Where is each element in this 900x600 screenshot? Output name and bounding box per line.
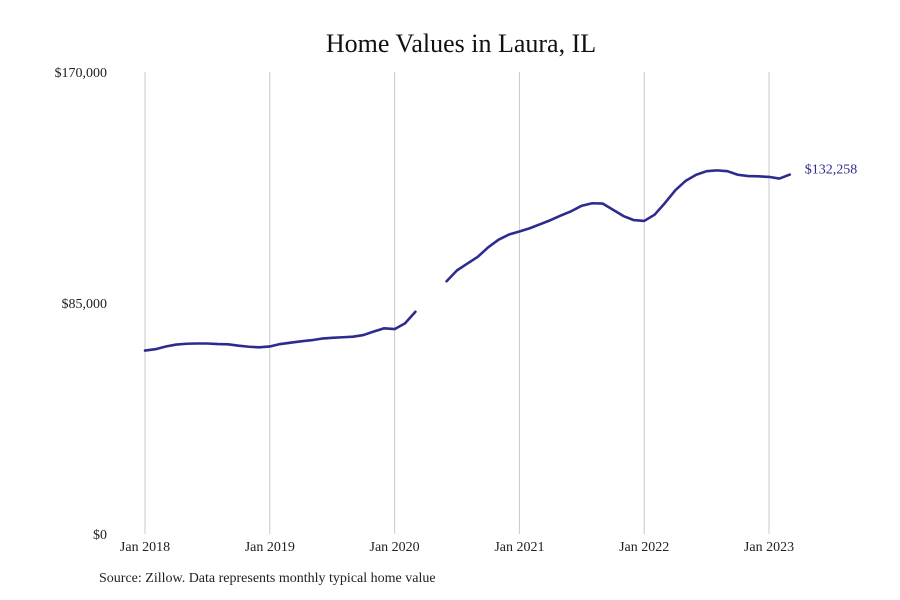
y-tick-label: $0	[93, 528, 107, 543]
y-axis-ticks: $0 $85,000 $170,000	[55, 66, 108, 543]
x-tick-label: Jan 2023	[744, 540, 794, 555]
y-tick-label: $85,000	[62, 297, 108, 312]
x-tick-label: Jan 2020	[370, 540, 420, 555]
grid-lines	[144, 72, 770, 534]
x-tick-label: Jan 2021	[494, 540, 544, 555]
x-tick-label: Jan 2018	[120, 540, 170, 555]
series-line	[445, 169, 792, 283]
series-layer: $132,258	[143, 163, 858, 352]
source-note: Source: Zillow. Data represents monthly …	[99, 571, 436, 586]
y-tick-label: $170,000	[55, 66, 108, 81]
chart-title: Home Values in Laura, IL	[326, 29, 596, 58]
end-value-label: $132,258	[805, 163, 858, 178]
x-tick-label: Jan 2019	[245, 540, 295, 555]
x-axis-ticks: Jan 2018 Jan 2019 Jan 2020 Jan 2021 Jan 2022…	[120, 540, 794, 555]
series-line	[143, 310, 417, 352]
x-tick-label: Jan 2022	[619, 540, 669, 555]
